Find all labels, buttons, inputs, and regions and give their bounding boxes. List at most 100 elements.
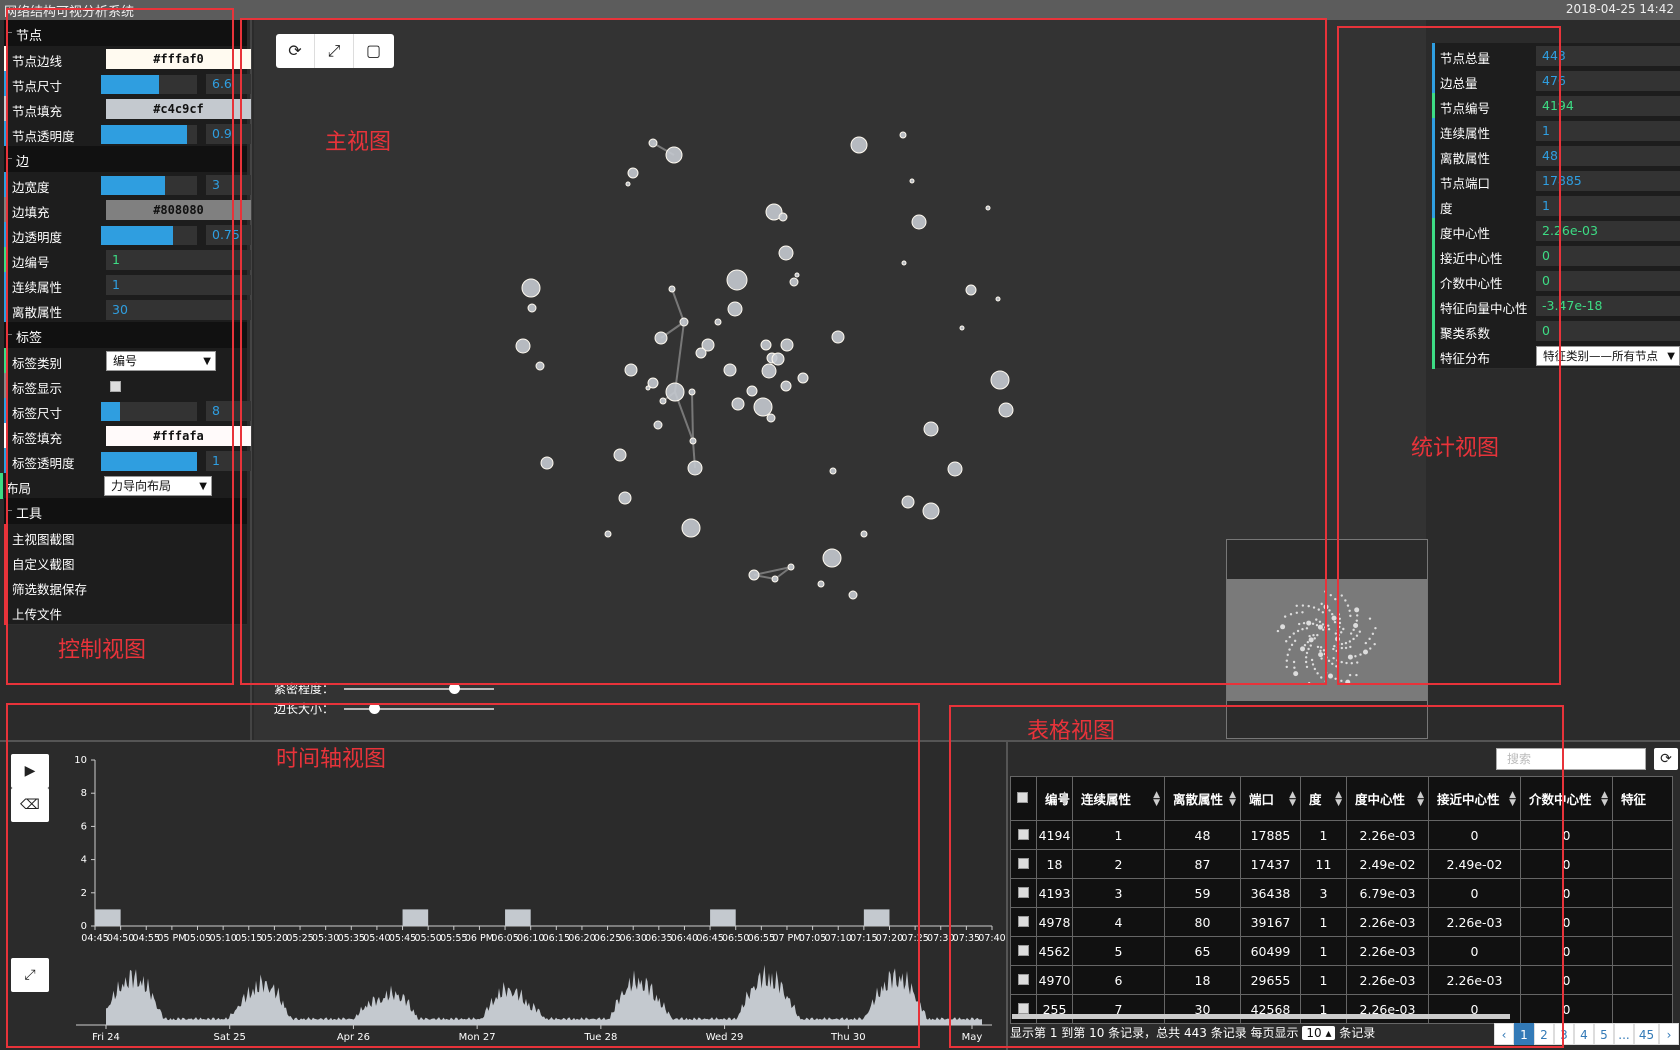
graph-edge[interactable] xyxy=(671,288,685,323)
section-tools-header[interactable]: 工具 xyxy=(4,498,247,524)
erase-button[interactable]: ⌫ xyxy=(11,788,49,822)
graph-node[interactable] xyxy=(965,284,977,296)
row-checkbox-cell[interactable] xyxy=(1010,936,1037,966)
graph-node[interactable] xyxy=(688,388,696,396)
row-checkbox[interactable] xyxy=(1018,944,1029,956)
page-button[interactable]: 4 xyxy=(1574,1023,1594,1045)
table-refresh-button[interactable]: ⟳ xyxy=(1654,748,1678,770)
column-header[interactable]: 连续属性 ▲ ▼ xyxy=(1072,776,1165,821)
graph-node[interactable] xyxy=(797,372,809,384)
graph-node[interactable] xyxy=(701,338,715,352)
graph-node[interactable] xyxy=(766,413,776,423)
node-opacity-slider[interactable] xyxy=(101,125,197,144)
page-size-select[interactable]: 10 ▴ xyxy=(1302,1026,1336,1040)
search-input[interactable]: 搜索 xyxy=(1496,748,1646,770)
row-checkbox-cell[interactable] xyxy=(1010,965,1037,995)
graph-node[interactable] xyxy=(822,548,842,568)
column-header[interactable]: 介数中心性 ▲ ▼ xyxy=(1520,776,1613,821)
graph-node[interactable] xyxy=(648,138,658,148)
horizontal-scrollbar[interactable] xyxy=(1012,1014,1510,1019)
graph-node[interactable] xyxy=(794,272,800,278)
edge-width-value[interactable]: 3 xyxy=(206,175,251,195)
graph-node[interactable] xyxy=(723,363,737,377)
graph-node[interactable] xyxy=(909,178,915,184)
graph-node[interactable] xyxy=(787,563,795,571)
graph-node[interactable] xyxy=(850,136,868,154)
row-checkbox-cell[interactable] xyxy=(1010,849,1037,879)
column-header[interactable]: 端口 ▲ ▼ xyxy=(1240,776,1301,821)
graph-node[interactable] xyxy=(778,212,788,222)
row-checkbox[interactable] xyxy=(1018,973,1029,985)
section-node-header[interactable]: 节点 xyxy=(4,20,247,46)
graph-node[interactable] xyxy=(831,330,845,344)
page-button[interactable]: 5 xyxy=(1594,1023,1614,1045)
column-header[interactable]: 接近中心性 ▲ ▼ xyxy=(1428,776,1521,821)
overview-expand-button[interactable]: ⤢ xyxy=(11,958,49,992)
node-size-slider[interactable] xyxy=(101,75,197,94)
graph-node[interactable] xyxy=(990,370,1010,390)
graph-node[interactable] xyxy=(848,590,858,600)
column-header[interactable]: 编号 ▲ ▼ xyxy=(1036,776,1073,821)
label-size-value[interactable]: 8 xyxy=(206,401,251,421)
graph-node[interactable] xyxy=(780,380,792,392)
graph-node[interactable] xyxy=(618,491,632,505)
label-opacity-value[interactable]: 1 xyxy=(206,451,251,471)
graph-node[interactable] xyxy=(778,245,794,261)
column-header[interactable]: 度 ▲ ▼ xyxy=(1300,776,1347,821)
graph-node[interactable] xyxy=(985,205,991,211)
table-row[interactable]: 4970 6 18 29655 1 2.26e-03 2.26e-03 0 xyxy=(1010,965,1673,995)
graph-node[interactable] xyxy=(521,278,541,298)
column-header[interactable]: 特征 xyxy=(1612,776,1673,821)
compactness-slider-knob[interactable] xyxy=(448,683,460,694)
graph-node[interactable] xyxy=(727,301,743,317)
graph-node[interactable] xyxy=(771,575,779,583)
edge-opacity-value[interactable]: 0.75 xyxy=(206,225,251,245)
edge-width-slider[interactable] xyxy=(101,176,197,195)
table-row[interactable]: 4193 3 59 36438 3 6.79e-03 0 0 xyxy=(1010,878,1673,908)
graph-node[interactable] xyxy=(653,420,663,430)
edge-fill-color-picker[interactable]: #808080 xyxy=(106,200,251,220)
label-opacity-slider[interactable] xyxy=(101,452,197,471)
graph-node[interactable] xyxy=(771,352,785,366)
graph-node[interactable] xyxy=(665,382,685,402)
table-row[interactable]: 4562 5 65 60499 1 2.26e-03 0 0 xyxy=(1010,936,1673,966)
graph-node[interactable] xyxy=(540,456,554,470)
graph-node[interactable] xyxy=(695,347,707,359)
compactness-slider[interactable] xyxy=(344,683,494,694)
row-checkbox[interactable] xyxy=(1018,828,1029,840)
graph-node[interactable] xyxy=(515,338,531,354)
graph-node[interactable] xyxy=(731,397,745,411)
graph-node[interactable] xyxy=(959,325,965,331)
graph-node[interactable] xyxy=(817,580,825,588)
graph-node[interactable] xyxy=(714,318,722,326)
row-checkbox[interactable] xyxy=(1018,886,1029,898)
edge-length-slider-knob[interactable] xyxy=(369,703,380,714)
graph-node[interactable] xyxy=(829,467,837,475)
graph-node[interactable] xyxy=(613,448,627,462)
graph-node[interactable] xyxy=(901,495,915,509)
node-opacity-value[interactable]: 0.9 xyxy=(206,124,251,144)
graph-node[interactable] xyxy=(647,377,659,389)
column-header[interactable]: 度中心性 ▲ ▼ xyxy=(1346,776,1429,821)
graph-edge[interactable] xyxy=(691,391,694,442)
row-checkbox[interactable] xyxy=(1018,915,1029,927)
node-size-value[interactable]: 6.6 xyxy=(206,74,251,94)
label-fill-color-picker[interactable]: #fffafa xyxy=(106,426,251,446)
graph-node[interactable] xyxy=(761,363,777,379)
column-header[interactable]: 离散属性 ▲ ▼ xyxy=(1164,776,1241,821)
table-row[interactable]: 18 2 87 17437 11 2.49e-02 2.49e-02 0 xyxy=(1010,849,1673,879)
graph-node[interactable] xyxy=(659,397,667,405)
tool-save-filtered[interactable]: 筛选数据保存 xyxy=(4,574,247,600)
graph-node[interactable] xyxy=(746,385,758,397)
table-row[interactable]: 255 7 30 42568 1 2.26e-03 0 0 xyxy=(1010,994,1673,1024)
edge-opacity-slider[interactable] xyxy=(101,226,197,245)
graph-node[interactable] xyxy=(604,530,612,538)
graph-node[interactable] xyxy=(748,569,760,581)
label-type-select[interactable]: 编号 ▼ xyxy=(106,351,216,371)
section-label-header[interactable]: 标签 xyxy=(4,322,247,348)
node-border-color-picker[interactable]: #fffaf0 xyxy=(106,49,251,69)
graph-node[interactable] xyxy=(654,331,668,345)
graph-node[interactable] xyxy=(998,402,1014,418)
play-button[interactable]: ▶ xyxy=(11,754,49,788)
